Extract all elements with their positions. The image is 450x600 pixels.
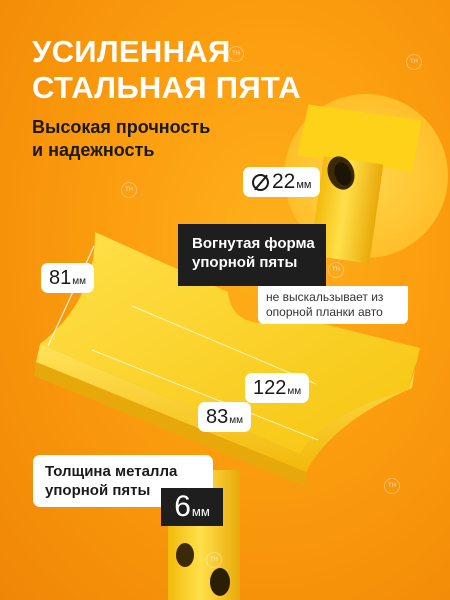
width-dimension-label: 81 мм — [41, 263, 94, 293]
subheadline-line-1: Высокая прочность — [32, 117, 211, 137]
thickness-value: 6 — [174, 490, 191, 523]
thickness-label-line-2: упорной пяты — [45, 482, 151, 499]
diameter-icon — [252, 173, 269, 191]
headline-line-1: УСИЛЕННАЯ — [32, 34, 231, 69]
diameter-unit: мм — [296, 179, 312, 191]
thickness-label-line-1: Толщина металла — [45, 463, 178, 480]
brand-logo-icon: TH — [406, 54, 422, 70]
inner-length-dimension-label: 83 мм — [198, 402, 251, 432]
shape-callout-title-line-2: упорной пяты — [192, 254, 298, 271]
inner-length-unit: мм — [229, 414, 243, 426]
shape-callout-note-line-2: опорной планки авто — [266, 305, 383, 319]
saddle-pad — [34, 232, 420, 486]
width-unit: мм — [72, 275, 86, 287]
diameter-label: 22 мм — [243, 167, 321, 197]
headline: УСИЛЕННАЯ СТАЛЬНАЯ ПЯТА — [32, 34, 301, 106]
thickness-value-badge: 6 мм — [161, 488, 223, 526]
subheadline: Высокая прочность и надежность — [32, 116, 210, 162]
width-value: 81 — [49, 266, 72, 289]
brand-logo-icon: TH — [228, 46, 244, 62]
inner-length-value: 83 — [206, 405, 229, 428]
outer-length-value: 122 — [253, 376, 287, 399]
diameter-value: 22 — [272, 170, 296, 193]
headline-line-2: СТАЛЬНАЯ ПЯТА — [32, 70, 301, 105]
brand-logo-icon: TH — [121, 182, 137, 198]
outer-length-unit: мм — [287, 385, 302, 397]
brand-logo-icon: TH — [206, 552, 222, 568]
subheadline-line-2: и надежность — [32, 140, 155, 160]
detail-zoom-circle — [284, 94, 448, 264]
thickness-unit: мм — [191, 504, 210, 519]
shape-callout-title-line-1: Вогнутая форма — [192, 235, 315, 252]
outer-length-dimension-label: 122 мм — [245, 373, 310, 403]
shape-callout-note-line-1: не выскальзывает из — [266, 290, 384, 304]
shape-callout-title: Вогнутая форма упорной пяты — [178, 224, 326, 286]
brand-logo-icon: TH — [328, 262, 344, 278]
brand-logo-icon: TH — [384, 478, 400, 494]
shape-callout-note: не выскальзывает из опорной планки авто — [258, 286, 408, 324]
